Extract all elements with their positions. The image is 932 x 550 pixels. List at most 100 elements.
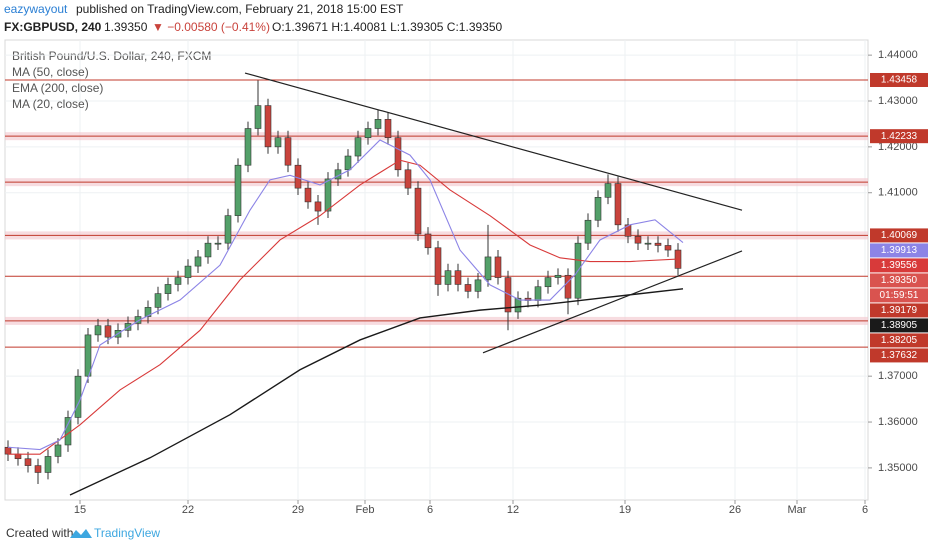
candle-body <box>54 444 62 457</box>
candle-body <box>24 458 32 466</box>
candle-body <box>474 279 482 292</box>
candle-body <box>344 155 352 171</box>
y-tick-label: 1.44000 <box>878 49 918 61</box>
price-label: 1.42233 <box>881 131 918 142</box>
candle-body <box>404 169 412 189</box>
candle-body <box>84 334 92 377</box>
candle-body <box>544 277 552 288</box>
candle-body <box>304 187 312 203</box>
price-label: 1.39913 <box>881 245 918 256</box>
y-tick-label: 1.43000 <box>878 95 918 107</box>
indicator-line <box>7 139 684 451</box>
indicator-line <box>8 159 681 455</box>
price-label-box <box>870 228 928 243</box>
price-label-box <box>870 243 928 258</box>
trendline <box>244 72 743 211</box>
x-tick-label: 15 <box>74 504 86 516</box>
candle-body <box>564 274 572 299</box>
logo <box>70 529 92 538</box>
chart-title: British Pound/U.S. Dollar, 240, FXCM <box>12 49 211 63</box>
price-label-box <box>870 348 928 363</box>
indicator-line <box>69 288 684 496</box>
price-label-box <box>870 303 928 318</box>
price-label-box <box>870 129 928 144</box>
price-label-box <box>870 258 928 273</box>
candle-body <box>394 137 402 171</box>
candle-body <box>434 247 442 285</box>
plot-frame <box>4 39 869 501</box>
candle-body <box>174 277 182 285</box>
candle-body <box>484 256 492 281</box>
candle-body <box>594 197 602 221</box>
trendline <box>482 250 743 354</box>
candle-body <box>74 375 82 418</box>
x-tick-label: 26 <box>729 504 741 516</box>
candle-body <box>494 256 502 278</box>
candle-body <box>354 137 362 157</box>
candle-body <box>464 284 472 292</box>
countdown: 01:59:51 <box>880 290 919 301</box>
price-label: 1.38205 <box>881 335 918 346</box>
candle-body <box>554 274 562 278</box>
candle-body <box>234 164 242 216</box>
candle-body <box>324 178 332 212</box>
candle-body <box>204 242 212 258</box>
price-label: 1.43458 <box>881 75 918 86</box>
x-tick-label: 19 <box>619 504 631 516</box>
candle-body <box>384 119 392 138</box>
y-tick-label: 1.36000 <box>878 416 918 428</box>
candle-body <box>504 277 512 313</box>
price-label: 1.38905 <box>881 320 918 331</box>
x-tick-label: 12 <box>507 504 519 516</box>
price-label: 1.39350 <box>881 275 918 286</box>
candle-body <box>44 456 52 473</box>
price-label: 1.39179 <box>881 305 918 316</box>
candle-body <box>284 137 292 166</box>
candle-body <box>64 417 72 446</box>
legend-entry: EMA (200, close) <box>12 81 103 95</box>
y-tick-label: 1.41000 <box>878 187 918 199</box>
price-label-box <box>870 273 928 288</box>
candle-body <box>584 219 592 244</box>
legend-entry: MA (50, close) <box>12 65 89 79</box>
candle-body <box>424 233 432 249</box>
symbol: FX:GBPUSD, 240 <box>4 20 102 34</box>
footer-brand[interactable]: TradingView <box>94 526 160 540</box>
candle-body <box>414 187 422 235</box>
price-label: 1.40069 <box>881 230 918 241</box>
price-label-box <box>870 333 928 348</box>
candle-body <box>254 105 262 129</box>
candle-body <box>534 286 542 301</box>
candle-body <box>194 256 202 267</box>
candle-body <box>314 201 322 212</box>
candle-body <box>4 446 12 455</box>
candle-body <box>154 293 162 308</box>
price-label: 1.37632 <box>881 350 918 361</box>
last: 1.39350 <box>104 20 148 34</box>
price-label-box <box>870 318 928 333</box>
candle-body <box>214 242 222 245</box>
candle-body <box>374 119 382 129</box>
candle-body <box>664 245 672 251</box>
candle-body <box>634 235 642 244</box>
candle-body <box>224 215 232 244</box>
footer-created: Created with <box>6 526 73 540</box>
x-tick-label: Mar <box>788 504 807 516</box>
candle-body <box>624 224 632 237</box>
change: ▼ −0.00580 (−0.41%) <box>152 20 270 34</box>
candle-body <box>94 325 102 336</box>
candle-body <box>444 270 452 285</box>
candle-body <box>454 270 462 285</box>
x-tick-label: 6 <box>862 504 868 516</box>
x-tick-label: 29 <box>292 504 304 516</box>
author[interactable]: eazywayout <box>4 2 68 16</box>
y-tick-label: 1.37000 <box>878 370 918 382</box>
candle-body <box>274 137 282 148</box>
candle-body <box>244 128 252 166</box>
candle-body <box>34 465 42 473</box>
x-tick-label: Feb <box>356 504 375 516</box>
candle-body <box>514 297 522 313</box>
published: published on TradingView.com, February 2… <box>76 2 404 16</box>
